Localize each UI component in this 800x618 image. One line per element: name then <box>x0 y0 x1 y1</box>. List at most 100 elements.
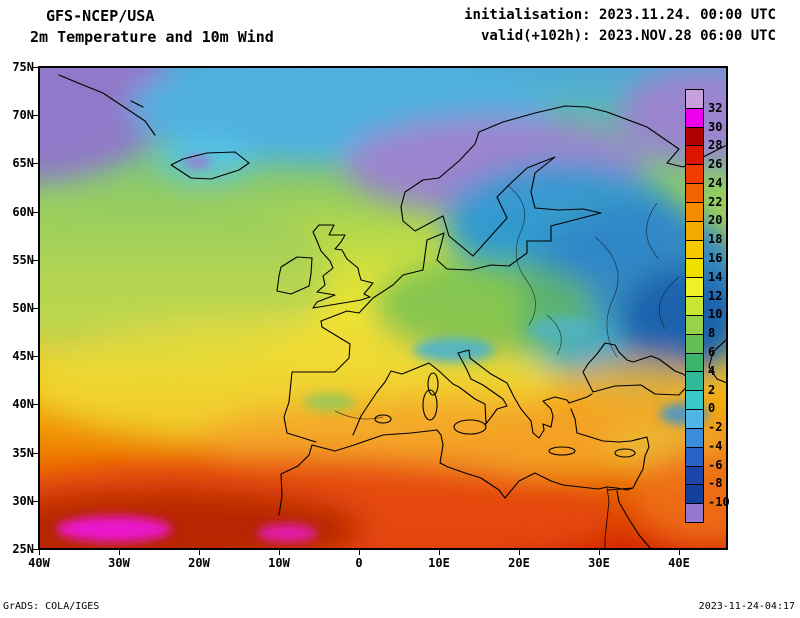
colorbar-value-label: -10 <box>708 495 730 510</box>
colorbar-segment <box>686 164 703 184</box>
initialisation-time: initialisation: 2023.11.24. 00:00 UTC <box>464 7 776 23</box>
colorbar-labels: 32 30 28 26 24 22 20 18 16 14 12 10 8 6 4 2 0 -2 -4 -6 -8 -10 <box>708 89 742 521</box>
coastline-paths <box>58 74 727 549</box>
lon-tick-mark <box>199 549 200 555</box>
lon-tick-mark <box>599 549 600 555</box>
lon-tick-label: 20W <box>188 556 210 570</box>
colorbar-segment <box>686 314 703 334</box>
lon-tick-label: 10E <box>428 556 450 570</box>
colorbar-value-label: 12 <box>708 288 723 303</box>
colorbar-value-label: 16 <box>708 251 723 266</box>
lon-tick-label: 40E <box>668 556 690 570</box>
lat-tick-mark <box>32 356 38 358</box>
colorbar-segment <box>686 126 703 146</box>
lat-tick-label: 50N <box>12 301 34 315</box>
colorbar-segment <box>686 258 703 278</box>
colorbar-value-label: 8 <box>708 326 716 341</box>
lat-tick-label: 70N <box>12 108 34 123</box>
colorbar-segment <box>686 277 703 297</box>
colorbar-value-label: 24 <box>708 175 723 190</box>
colorbar-value-label: 32 <box>708 100 723 115</box>
colorbar-value-label: -8 <box>708 476 723 491</box>
lat-tick-mark <box>32 452 38 454</box>
lat-tick-mark <box>32 500 38 502</box>
map-frame <box>39 67 727 549</box>
lat-tick-label: 40N <box>12 397 34 412</box>
temperature-contour-lines <box>334 184 680 420</box>
lat-tick-label: 45N <box>12 349 34 364</box>
lat-tick-label: 35N <box>12 445 34 460</box>
colorbar-value-label: 28 <box>708 138 723 153</box>
colorbar-segment <box>686 296 703 315</box>
lon-tick-label: 0 <box>355 556 363 570</box>
lon-tick-label: 30E <box>588 556 610 570</box>
lon-tick-mark <box>279 549 280 555</box>
colorbar-value-label: 0 <box>708 401 716 416</box>
map-plot-area: 32 30 28 26 24 22 20 18 16 14 12 10 8 6 4 2 0 -2 -4 -6 -8 -10… <box>12 60 729 570</box>
lat-tick-mark <box>32 67 38 68</box>
colorbar-value-label: -4 <box>708 438 723 453</box>
lon-tick-mark <box>359 549 360 555</box>
valid-time: valid(+102h): 2023.NOV.28 06:00 UTC <box>480 28 776 44</box>
colorbar-value-label: 26 <box>708 157 723 172</box>
colorbar-value-label: 4 <box>708 363 716 378</box>
lat-tick-label: 30N <box>12 493 34 508</box>
model-title: GFS-NCEP/USA <box>46 7 155 25</box>
colorbar-segment <box>686 90 703 108</box>
colorbar-segment <box>686 484 703 504</box>
colorbar-segment <box>686 409 703 428</box>
lat-tick-label: 75N <box>12 60 34 74</box>
colorbar-segment <box>686 183 703 202</box>
colorbar-value-label: 18 <box>708 232 723 247</box>
lat-tick-mark <box>32 211 38 213</box>
lon-tick-mark <box>679 549 680 555</box>
colorbar-segment <box>686 201 703 221</box>
creation-timestamp: 2023-11-24-04:17 <box>698 601 795 612</box>
colorbar-segment <box>686 465 703 485</box>
colorbar-segment <box>686 220 703 240</box>
lat-tick-label: 60N <box>12 204 34 219</box>
grads-credit: GrADS: COLA/IGES <box>3 601 100 612</box>
colorbar <box>685 89 704 523</box>
colorbar-value-label: -6 <box>708 457 723 472</box>
temperature-detail-blobs <box>56 156 708 542</box>
colorbar-segment <box>686 371 703 391</box>
lon-tick-label: 40W <box>28 556 50 570</box>
chart-subtitle: 2m Temperature and 10m Wind <box>30 28 274 46</box>
lat-tick-label: 65N <box>12 156 34 171</box>
temperature-field-map <box>39 67 727 549</box>
lon-tick-mark <box>519 549 520 555</box>
lat-tick-mark <box>32 549 38 550</box>
colorbar-value-label: -2 <box>708 420 723 435</box>
colorbar-segment <box>686 390 703 410</box>
colorbar-segment <box>686 107 703 127</box>
colorbar-segment <box>686 145 703 165</box>
lon-tick-label: 20E <box>508 556 530 570</box>
colorbar-segment <box>686 352 703 372</box>
lon-tick-mark <box>119 549 120 555</box>
colorbar-segment <box>686 503 703 523</box>
colorbar-value-label: 10 <box>708 307 723 322</box>
lon-tick-label: 30W <box>108 556 130 570</box>
lon-tick-label: 10W <box>268 556 290 570</box>
colorbar-value-label: 22 <box>708 194 723 209</box>
colorbar-value-label: 30 <box>708 119 723 134</box>
colorbar-segment <box>686 239 703 259</box>
lat-tick-mark <box>32 308 38 309</box>
lat-tick-label: 55N <box>12 252 34 267</box>
lat-tick-mark <box>32 259 38 261</box>
colorbar-value-label: 14 <box>708 269 723 284</box>
colorbar-segment <box>686 333 703 353</box>
colorbar-segment <box>686 446 703 466</box>
lat-tick-mark <box>32 115 38 117</box>
lat-tick-mark <box>32 163 38 165</box>
lat-tick-label: 25N <box>12 542 34 556</box>
colorbar-segment <box>686 427 703 447</box>
lon-tick-mark <box>439 549 440 555</box>
colorbar-value-label: 6 <box>708 344 716 359</box>
lat-tick-mark <box>32 404 38 406</box>
colorbar-value-label: 2 <box>708 382 716 397</box>
lon-tick-mark <box>39 549 40 555</box>
colorbar-value-label: 20 <box>708 213 723 228</box>
